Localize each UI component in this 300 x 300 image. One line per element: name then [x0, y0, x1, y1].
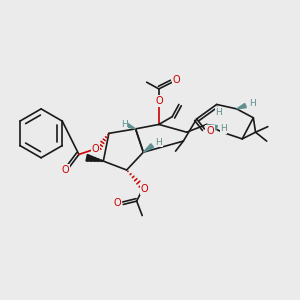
Text: H: H [121, 120, 128, 129]
Polygon shape [143, 144, 154, 152]
Text: H: H [215, 108, 222, 117]
Text: O: O [173, 75, 181, 85]
Text: H: H [155, 138, 162, 147]
Polygon shape [207, 124, 218, 130]
Text: O: O [92, 144, 99, 154]
Text: O: O [114, 198, 122, 208]
Text: O: O [62, 165, 69, 175]
Polygon shape [86, 154, 103, 161]
Text: H: H [249, 99, 256, 108]
Text: O: O [155, 96, 163, 106]
Text: O: O [206, 126, 214, 136]
Text: H: H [220, 124, 227, 134]
Polygon shape [125, 122, 136, 129]
Text: O: O [141, 184, 148, 194]
Polygon shape [237, 103, 246, 109]
